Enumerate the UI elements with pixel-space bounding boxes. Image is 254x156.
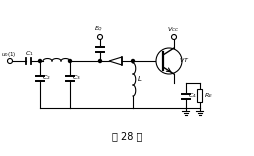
Circle shape	[7, 58, 12, 63]
Text: $E_Q$: $E_Q$	[94, 25, 103, 34]
Text: $L$: $L$	[136, 74, 142, 83]
Text: $V_{CC}$: $V_{CC}$	[166, 25, 179, 34]
Text: $C_2$: $C_2$	[42, 73, 51, 83]
Circle shape	[68, 59, 71, 63]
Polygon shape	[108, 57, 121, 65]
Text: 题 28 图: 题 28 图	[111, 131, 142, 141]
Circle shape	[155, 48, 181, 74]
Text: $VT$: $VT$	[178, 56, 189, 64]
Text: $u_0(1)$: $u_0(1)$	[1, 50, 16, 59]
Text: $C_1$: $C_1$	[25, 49, 33, 58]
Bar	[197, 89, 202, 102]
Circle shape	[38, 59, 41, 63]
Circle shape	[171, 34, 176, 39]
Circle shape	[131, 59, 134, 63]
Text: $C_4$: $C_4$	[187, 92, 196, 100]
Text: $C_3$: $C_3$	[72, 73, 81, 83]
Text: $R_E$: $R_E$	[203, 91, 212, 100]
Circle shape	[98, 59, 101, 63]
Circle shape	[97, 34, 102, 39]
